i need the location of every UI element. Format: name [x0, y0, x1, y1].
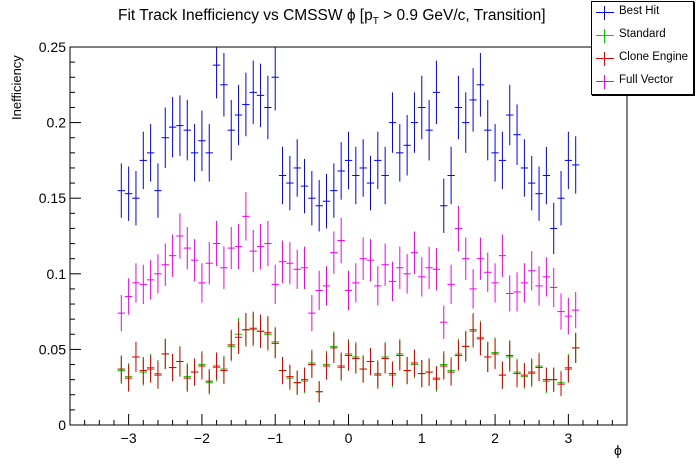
y-tick-label: 0.15 — [39, 190, 66, 206]
legend-label-clone-engine: Clone Engine — [619, 51, 689, 63]
legend-marker-best-hit — [596, 6, 614, 20]
legend-marker-standard — [596, 29, 614, 43]
y-tick-label: 0 — [58, 417, 66, 433]
legend-item-full-vector: Full Vector — [592, 71, 693, 93]
legend-marker-full-vector — [596, 75, 614, 89]
title-tail: > 0.9 GeV/c, Transition] — [378, 7, 546, 24]
legend-label-best-hit: Best Hit — [619, 5, 660, 17]
x-tick-label: 0 — [345, 430, 353, 446]
x-tick-label: −1 — [267, 430, 283, 446]
chart-title: Fit Track Inefficiency vs CMSSW ϕ [pT > … — [118, 7, 546, 27]
y-tick-label: 0.25 — [39, 39, 66, 55]
x-tick-label: 3 — [564, 430, 572, 446]
x-tick-label: 2 — [491, 430, 499, 446]
legend: Best Hit Standard Clone Engine Full Vect… — [591, 1, 694, 95]
axis-ticks: −3 −2 −1 0 1 2 3 0 0.05 0.1 0.15 0.2 0.25 — [39, 39, 628, 446]
x-tick-label: −2 — [194, 430, 210, 446]
legend-marker-clone-engine — [596, 52, 614, 66]
y-tick-label: 0.05 — [39, 341, 66, 357]
series-best-hit — [117, 47, 580, 255]
legend-item-clone-engine: Clone Engine — [592, 48, 693, 70]
data-marks — [117, 47, 580, 403]
series-full-vector — [117, 192, 580, 339]
x-tick-label: −3 — [121, 430, 137, 446]
x-axis-label: ϕ — [614, 442, 622, 458]
y-tick-label: 0.2 — [47, 115, 67, 131]
title-main: Fit Track Inefficiency vs CMSSW ϕ [p — [118, 7, 373, 24]
legend-item-best-hit: Best Hit — [592, 2, 693, 24]
legend-label-standard: Standard — [619, 28, 666, 40]
legend-item-standard: Standard — [592, 25, 693, 47]
y-tick-label: 0.1 — [47, 266, 67, 282]
y-axis-label: Inefficiency — [9, 55, 24, 120]
x-tick-label: 1 — [418, 430, 426, 446]
series-clone-engine — [117, 311, 580, 403]
legend-label-full-vector: Full Vector — [619, 74, 674, 86]
title-subscript: T — [372, 16, 379, 28]
